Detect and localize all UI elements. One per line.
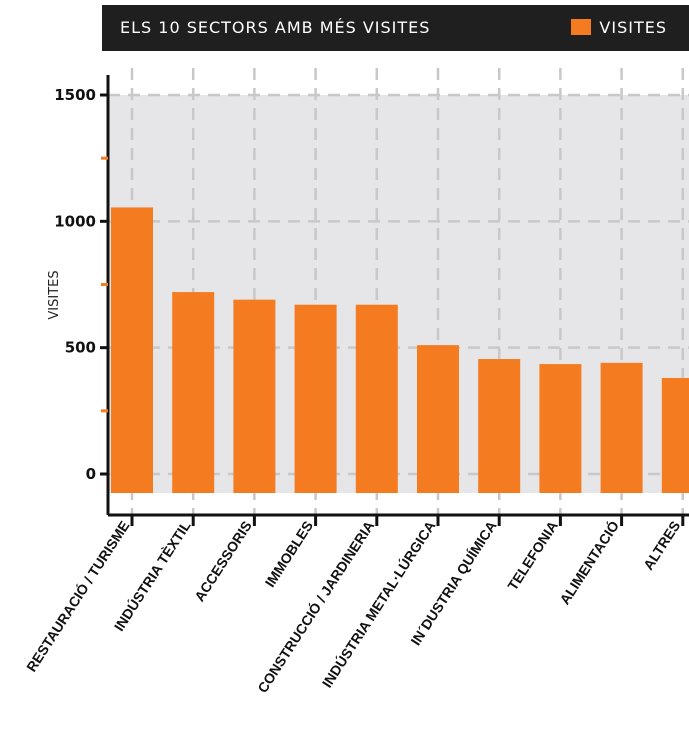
y-tick-label: 0	[86, 465, 96, 483]
bar	[478, 359, 521, 493]
bar	[355, 304, 398, 493]
x-tick-label: ALTRES	[640, 518, 683, 573]
legend-label: VISITES	[599, 18, 667, 37]
bar	[233, 299, 276, 493]
x-tick-label: TELEFONIA	[504, 518, 561, 593]
chart-header: ELS 10 SECTORS AMB MÉS VISITES VISITES	[102, 5, 689, 51]
x-tick-label: IMMOBLES	[262, 518, 317, 590]
bar	[111, 207, 153, 494]
x-tick-label: RESTAURACIÓ / TURISME	[22, 517, 132, 674]
legend-swatch	[571, 19, 592, 35]
bar	[172, 292, 215, 493]
y-tick-label: 1500	[54, 86, 96, 104]
legend: VISITES	[571, 18, 667, 37]
bar	[600, 362, 643, 493]
bar	[294, 304, 337, 493]
chart-title: ELS 10 SECTORS AMB MÉS VISITES	[120, 18, 431, 37]
y-tick-label: 500	[65, 339, 96, 357]
y-tick-label: 1000	[54, 212, 96, 230]
x-tick-label: CONSTRUCCIÓ / JARDINERIA	[253, 517, 377, 695]
bar	[539, 364, 582, 493]
x-tick-label: ALIMENTACIÓ	[555, 517, 622, 607]
bar	[417, 345, 459, 493]
y-axis-title: VISITES	[47, 270, 62, 319]
bar	[661, 377, 689, 493]
x-tick-label: INDÚSTRIA METAL·LÚRGICA	[318, 517, 439, 690]
x-tick-label: ACCESSORIS	[191, 518, 255, 604]
